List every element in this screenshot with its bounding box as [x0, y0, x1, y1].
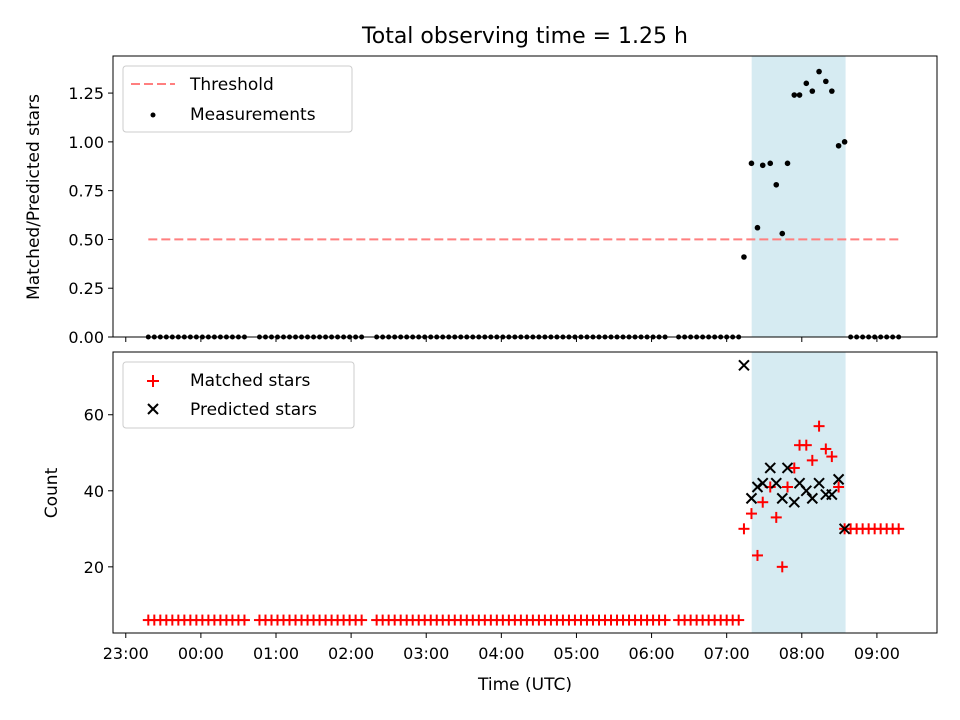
x-tick-label: 01:00 — [253, 644, 299, 663]
measurement-point — [796, 92, 803, 98]
matched-star-point — [776, 561, 788, 573]
predicted-star-point — [764, 462, 776, 474]
predicted-star-point — [770, 477, 782, 489]
measurement-point — [741, 254, 747, 260]
measurement-point — [841, 139, 848, 145]
x-tick-label: 07:00 — [704, 644, 750, 663]
matched-star-point — [238, 614, 250, 626]
chart-title: Total observing time = 1.25 h — [361, 24, 688, 49]
x-tick-label: 05:00 — [553, 644, 599, 663]
x-tick-label: 06:00 — [629, 644, 675, 663]
measurement-point — [791, 92, 798, 98]
measurement-point — [829, 88, 835, 94]
matched-star-point — [800, 439, 812, 451]
top-y-tick-label: 1.00 — [68, 133, 104, 152]
legend-threshold-label: Threshold — [189, 75, 274, 95]
predicted-star-point — [813, 477, 825, 489]
matched-star-point — [833, 481, 845, 493]
measurement-point — [779, 230, 786, 237]
bottom-y-tick-label: 40 — [84, 482, 104, 501]
top-y-tick-label: 0.50 — [68, 230, 104, 249]
bottom-shaded-region — [751, 352, 846, 633]
measurement-point — [748, 160, 755, 167]
top-plot-frame — [112, 55, 938, 338]
measurement-point — [773, 181, 780, 188]
predicted-star-point — [776, 492, 788, 505]
legend-measurements-marker — [150, 112, 156, 118]
matched-star-point — [788, 462, 800, 474]
top-y-axis-label: Matched/Predicted stars — [24, 94, 44, 300]
predicted-star-point — [826, 488, 838, 501]
predicted-star-point — [745, 492, 758, 505]
x-tick-label: 02:00 — [328, 644, 374, 663]
x-tick-label: 23:00 — [103, 644, 149, 663]
predicted-star-point — [751, 481, 764, 493]
matched-star-point — [733, 614, 745, 626]
measurement-point — [816, 68, 822, 75]
x-axis-label: Time (UTC) — [477, 675, 572, 695]
predicted-star-point — [738, 359, 750, 372]
legend-matched-marker — [147, 375, 159, 387]
x-tick-label: 04:00 — [478, 644, 524, 663]
bottom-y-axis-label: Count — [42, 467, 62, 518]
measurement-point — [803, 80, 810, 87]
measurement-point — [784, 160, 791, 167]
x-tick-label: 08:00 — [779, 644, 825, 663]
x-tick-label: 09:00 — [854, 644, 900, 663]
matched-star-point — [659, 614, 671, 626]
predicted-star-point — [788, 496, 800, 508]
measurement-point — [767, 160, 774, 167]
predicted-star-point — [806, 492, 819, 505]
matched-star-point — [813, 420, 825, 432]
matched-star-point — [826, 451, 838, 463]
x-tick-label: 03:00 — [403, 644, 449, 663]
legend-matched-label: Matched stars — [190, 371, 310, 391]
top-y-tick-label: 1.25 — [68, 84, 104, 103]
top-y-tick-label: 0.75 — [68, 182, 104, 201]
top-shaded-region — [751, 56, 846, 337]
bottom-panel: 20 40 60 23:00 00:00 01:00 02:00 03:00 04:00 05:… — [42, 351, 938, 695]
x-tick-label: 00:00 — [178, 644, 224, 663]
matched-star-point — [745, 508, 757, 520]
matched-star-point — [770, 511, 782, 523]
measurement-point — [823, 78, 829, 85]
bottom-y-tick-label: 60 — [84, 406, 104, 425]
top-y-tick-label: 0.00 — [68, 328, 104, 347]
bottom-plot-frame — [112, 351, 938, 634]
bottom-y-tick-label: 20 — [84, 558, 104, 577]
measurement-point — [835, 142, 842, 149]
matched-star-point — [893, 523, 905, 535]
matched-star-point — [757, 496, 769, 508]
measurement-point — [759, 162, 766, 169]
matched-star-point — [782, 481, 794, 493]
measurement-point — [809, 88, 816, 94]
bottom-legend: Matched stars Predicted stars — [122, 361, 355, 429]
measurement-point — [754, 224, 761, 231]
matched-star-point — [751, 549, 763, 561]
matched-star-point — [806, 454, 818, 466]
legend-predicted-label: Predicted stars — [190, 400, 317, 420]
predicted-star-point — [800, 485, 813, 497]
legend-measurements-label: Measurements — [190, 105, 316, 125]
predicted-star-point — [781, 462, 794, 474]
predicted-star-point — [838, 523, 851, 535]
matched-star-point — [820, 443, 832, 455]
matched-star-point — [738, 523, 750, 535]
top-panel: 0.00 0.25 0.50 0.75 1.00 1.25 Matched/Predict… — [24, 55, 938, 347]
predicted-star-point — [757, 477, 769, 489]
top-legend: Threshold Measurements — [122, 65, 353, 133]
predicted-star-point — [832, 473, 845, 486]
top-y-tick-label: 0.25 — [68, 279, 104, 298]
legend-predicted-marker — [147, 403, 159, 415]
matched-star-point — [356, 614, 368, 626]
